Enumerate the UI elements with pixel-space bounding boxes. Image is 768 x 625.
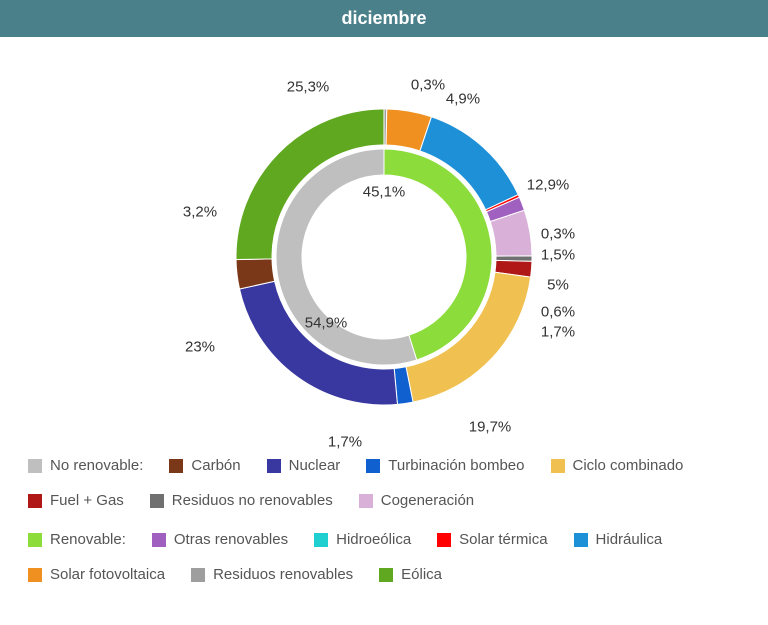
legend-label: Ciclo combinado	[573, 457, 684, 474]
legend-swatch	[152, 533, 166, 547]
legend-label: Solar fotovoltaica	[50, 566, 165, 583]
legend-item: Eólica	[379, 566, 442, 583]
pct-label: 1,7%	[541, 324, 575, 341]
legend-label: Solar térmica	[459, 531, 547, 548]
legend-item: Hidráulica	[574, 531, 663, 548]
donut-svg	[0, 37, 768, 457]
legend-swatch	[366, 459, 380, 473]
pct-label: 5%	[547, 277, 569, 294]
legend: No renovable: Carbón Nuclear Turbinación bo…	[0, 457, 768, 625]
pct-label: 12,9%	[527, 177, 570, 194]
header-title: diciembre	[341, 8, 426, 28]
pct-label: 54,9%	[305, 315, 348, 332]
legend-swatch	[574, 533, 588, 547]
legend-item: Renovable:	[28, 531, 126, 548]
pct-label: 45,1%	[363, 184, 406, 201]
legend-item: Residuos no renovables	[150, 492, 333, 509]
legend-label: Turbinación bombeo	[388, 457, 524, 474]
pct-label: 0,6%	[541, 304, 575, 321]
legend-item: Cogeneración	[359, 492, 474, 509]
legend-swatch	[191, 568, 205, 582]
legend-label: Residuos no renovables	[172, 492, 333, 509]
legend-swatch	[28, 459, 42, 473]
legend-label: Hidroeólica	[336, 531, 411, 548]
legend-swatch	[437, 533, 451, 547]
pct-label: 25,3%	[287, 79, 330, 96]
legend-swatch	[379, 568, 393, 582]
legend-label: Fuel + Gas	[50, 492, 124, 509]
pct-label: 4,9%	[446, 91, 480, 108]
legend-item: Solar fotovoltaica	[28, 566, 165, 583]
legend-item: Nuclear	[267, 457, 341, 474]
legend-item: Carbón	[169, 457, 240, 474]
legend-swatch	[150, 494, 164, 508]
pct-label: 0,3%	[411, 77, 445, 94]
legend-swatch	[28, 494, 42, 508]
pct-label: 0,3%	[541, 226, 575, 243]
legend-item: Ciclo combinado	[551, 457, 684, 474]
legend-label: Residuos renovables	[213, 566, 353, 583]
pct-label: 3,2%	[183, 204, 217, 221]
legend-item: No renovable:	[28, 457, 143, 474]
legend-label: Hidráulica	[596, 531, 663, 548]
pct-label: 19,7%	[469, 419, 512, 436]
legend-swatch	[169, 459, 183, 473]
legend-item: Residuos renovables	[191, 566, 353, 583]
legend-swatch	[359, 494, 373, 508]
legend-label: No renovable:	[50, 457, 143, 474]
legend-item: Otras renovables	[152, 531, 288, 548]
legend-item: Turbinación bombeo	[366, 457, 524, 474]
pct-label: 1,7%	[328, 434, 362, 451]
legend-label: Carbón	[191, 457, 240, 474]
legend-label: Cogeneración	[381, 492, 474, 509]
pct-label: 23%	[185, 339, 215, 356]
legend-swatch	[28, 568, 42, 582]
pct-label: 1,5%	[541, 247, 575, 264]
legend-item: Hidroeólica	[314, 531, 411, 548]
chart-header: diciembre	[0, 0, 768, 37]
legend-swatch	[28, 533, 42, 547]
legend-label: Eólica	[401, 566, 442, 583]
legend-group-renewable: Renovable: Otras renovables Hidroeólica Sol…	[28, 531, 740, 583]
legend-label: Renovable:	[50, 531, 126, 548]
legend-swatch	[267, 459, 281, 473]
legend-group-nonrenewable: No renovable: Carbón Nuclear Turbinación bo…	[28, 457, 740, 509]
legend-label: Otras renovables	[174, 531, 288, 548]
legend-swatch	[314, 533, 328, 547]
legend-label: Nuclear	[289, 457, 341, 474]
legend-swatch	[551, 459, 565, 473]
legend-item: Solar térmica	[437, 531, 547, 548]
donut-chart: 45,1%54,9%0,3%4,9%12,9%0,3%1,5%5%0,6%1,7…	[0, 37, 768, 457]
legend-item: Fuel + Gas	[28, 492, 124, 509]
